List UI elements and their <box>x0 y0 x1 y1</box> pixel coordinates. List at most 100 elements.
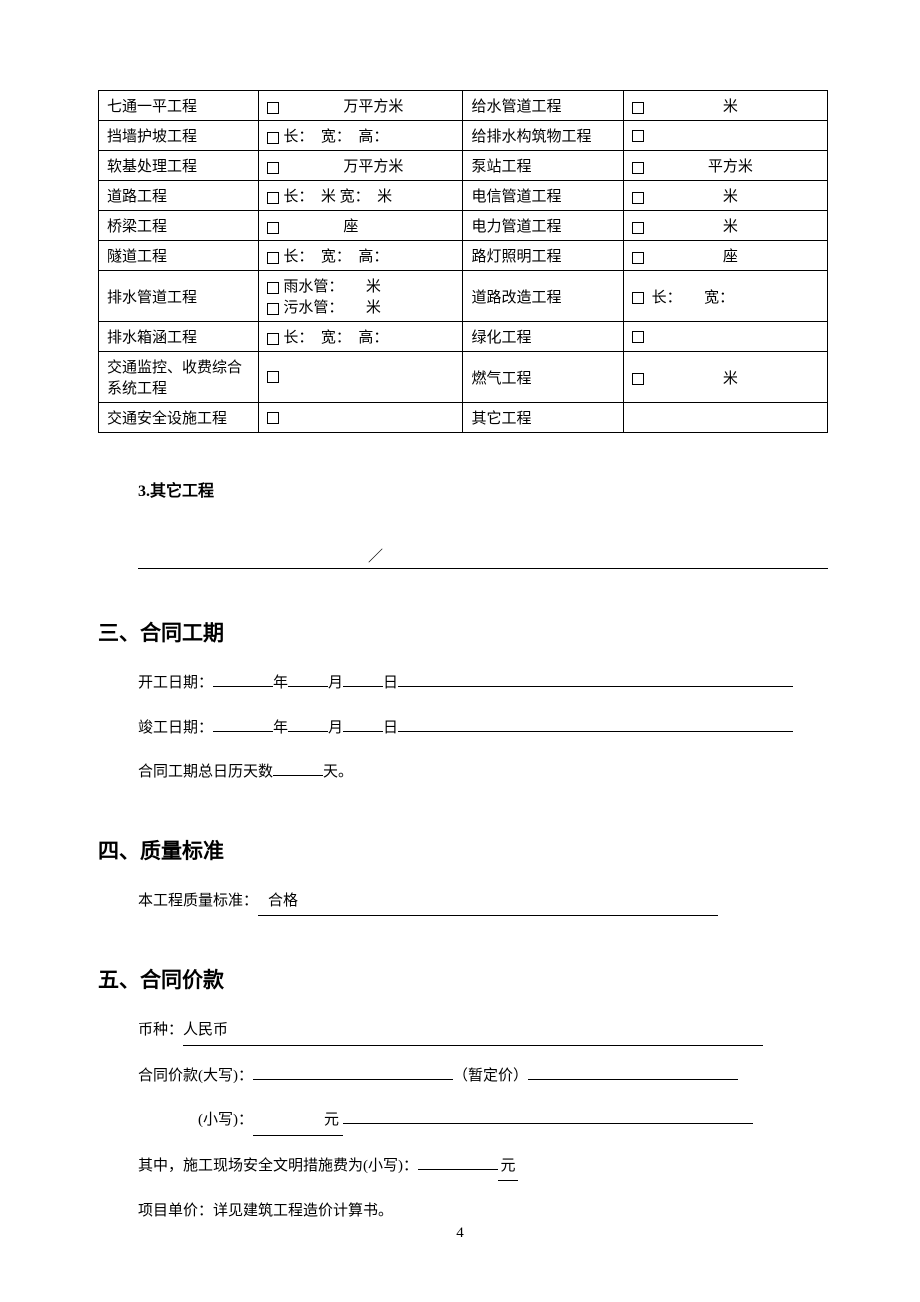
project-value-cell: 长： 宽： 高： <box>259 241 463 271</box>
checkbox-icon <box>632 292 644 304</box>
project-value-cell: 长： 宽： <box>623 271 827 322</box>
text: （暂定价） <box>453 1068 528 1084</box>
blank <box>343 1123 753 1124</box>
text: 竣工日期： <box>138 720 213 736</box>
checkbox-icon <box>267 132 279 144</box>
project-value-cell: 平方米 <box>623 151 827 181</box>
amount-upper-line: 合同价款(大写)：（暂定价） <box>138 1062 828 1091</box>
table-row: 交通监控、收费综合系统工程 燃气工程 米 <box>99 352 828 403</box>
project-value-cell <box>259 403 463 433</box>
project-name-cell: 交通安全设施工程 <box>99 403 259 433</box>
checkbox-icon <box>267 222 279 234</box>
text: 本工程质量标准： <box>138 893 258 909</box>
slash: ／ <box>368 545 383 566</box>
text: 币种： <box>138 1022 183 1038</box>
blank <box>213 686 273 687</box>
table-row: 挡墙护坡工程长： 宽： 高：给排水构筑物工程 <box>99 121 828 151</box>
checkbox-icon <box>267 162 279 174</box>
checkbox-icon <box>267 282 279 294</box>
project-value-cell <box>623 322 827 352</box>
project-value-cell: 米 <box>623 211 827 241</box>
checkbox-icon <box>632 252 644 264</box>
project-value-cell: 米 <box>623 181 827 211</box>
text: 日 <box>383 720 398 736</box>
text: 月 <box>328 675 343 691</box>
project-value-cell: 长： 宽： 高： <box>259 322 463 352</box>
project-name-cell: 交通监控、收费综合系统工程 <box>99 352 259 403</box>
blank <box>398 731 793 732</box>
text: 月 <box>328 720 343 736</box>
amount-lower-line: (小写)：元 <box>198 1106 828 1136</box>
checkbox-icon <box>632 102 644 114</box>
start-date-line: 开工日期：年月日 <box>138 669 828 698</box>
text: 开工日期： <box>138 675 213 691</box>
quality-line: 本工程质量标准：合格 <box>138 887 828 917</box>
project-value-cell: 万平方米 <box>259 151 463 181</box>
project-value-cell: 米 <box>623 91 827 121</box>
checkbox-icon <box>632 222 644 234</box>
checkbox-icon <box>632 192 644 204</box>
project-name-cell: 给排水构筑物工程 <box>463 121 623 151</box>
text: 合同工期总日历天数 <box>138 764 273 780</box>
project-name-cell: 排水箱涵工程 <box>99 322 259 352</box>
blank <box>288 686 328 687</box>
checkbox-icon <box>267 303 279 315</box>
blank <box>213 731 273 732</box>
project-name-cell: 泵站工程 <box>463 151 623 181</box>
project-name-cell: 其它工程 <box>463 403 623 433</box>
checkbox-icon <box>632 373 644 385</box>
text: 年 <box>273 720 288 736</box>
project-name-cell: 挡墙护坡工程 <box>99 121 259 151</box>
project-name-cell: 道路工程 <box>99 181 259 211</box>
text: 其中，施工现场安全文明措施费为(小写)： <box>138 1158 418 1174</box>
currency-line: 币种：人民币 <box>138 1016 828 1046</box>
total-days-line: 合同工期总日历天数 天。 <box>138 758 828 787</box>
checkbox-icon <box>267 412 279 424</box>
text: 天。 <box>323 764 353 780</box>
sub-heading-3: 3.其它工程 <box>138 477 828 501</box>
checkbox-icon <box>632 130 644 142</box>
project-name-cell: 七通一平工程 <box>99 91 259 121</box>
project-name-cell: 电信管道工程 <box>463 181 623 211</box>
quality-value: 合格 <box>258 887 718 917</box>
project-name-cell: 燃气工程 <box>463 352 623 403</box>
text: (小写)： <box>198 1112 253 1128</box>
project-value-cell: 座 <box>623 241 827 271</box>
checkbox-icon <box>632 331 644 343</box>
project-value-cell: 雨水管： 米污水管： 米 <box>259 271 463 322</box>
blank <box>398 686 793 687</box>
table-row: 交通安全设施工程 其它工程 <box>99 403 828 433</box>
checkbox-icon <box>267 192 279 204</box>
blank <box>418 1169 498 1170</box>
blank <box>528 1079 738 1080</box>
project-value-cell: 座 <box>259 211 463 241</box>
project-name-cell: 电力管道工程 <box>463 211 623 241</box>
page-number: 4 <box>0 1225 920 1242</box>
end-date-line: 竣工日期： 年 月 日 <box>138 714 828 743</box>
checkbox-icon <box>267 102 279 114</box>
checkbox-icon <box>267 333 279 345</box>
project-value-cell: 长： 宽： 高： <box>259 121 463 151</box>
other-project-line: ／ <box>138 549 828 569</box>
text: 年 <box>273 675 288 691</box>
safety-fee-line: 其中，施工现场安全文明措施费为(小写)： 元 <box>138 1152 828 1182</box>
project-value-cell: 万平方米 <box>259 91 463 121</box>
project-value-cell <box>623 403 827 433</box>
table-row: 排水管道工程雨水管： 米污水管： 米道路改造工程 长： 宽： <box>99 271 828 322</box>
project-name-cell: 软基处理工程 <box>99 151 259 181</box>
project-table: 七通一平工程 万平方米给水管道工程 米挡墙护坡工程长： 宽： 高：给排水构筑物工… <box>98 90 828 433</box>
checkbox-icon <box>267 252 279 264</box>
unit-price-line: 项目单价：详见建筑工程造价计算书。 <box>138 1197 828 1226</box>
project-value-cell: 米 <box>623 352 827 403</box>
blank <box>343 731 383 732</box>
table-row: 道路工程长： 米 宽： 米电信管道工程 米 <box>99 181 828 211</box>
section-3-title: 三、合同工期 <box>98 617 828 647</box>
yuan-label: 元 <box>498 1152 518 1182</box>
project-name-cell: 道路改造工程 <box>463 271 623 322</box>
section-4-title: 四、质量标准 <box>98 835 828 865</box>
table-row: 桥梁工程 座电力管道工程 米 <box>99 211 828 241</box>
table-row: 七通一平工程 万平方米给水管道工程 米 <box>99 91 828 121</box>
table-row: 排水箱涵工程长： 宽： 高：绿化工程 <box>99 322 828 352</box>
checkbox-icon <box>632 162 644 174</box>
project-name-cell: 路灯照明工程 <box>463 241 623 271</box>
